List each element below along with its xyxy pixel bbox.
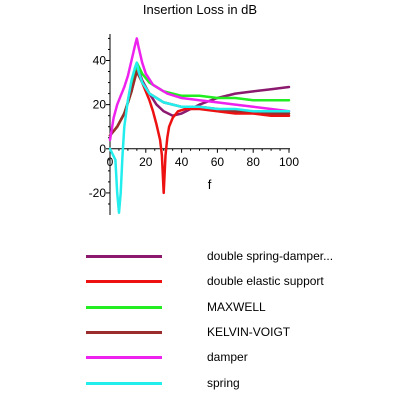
x-tick-label: 100 xyxy=(279,155,299,169)
series-line xyxy=(108,61,291,215)
y-tick-label: 0 xyxy=(99,142,106,156)
y-tick-label: 40 xyxy=(93,53,107,67)
x-tick-label: 40 xyxy=(175,155,189,169)
series-line xyxy=(108,65,291,195)
series-line xyxy=(108,37,291,142)
x-tick-label: 20 xyxy=(139,155,153,169)
x-tick-label: 0 xyxy=(107,155,114,169)
x-axis-label: f xyxy=(208,177,212,192)
y-tick-label: -20 xyxy=(89,186,107,200)
x-tick-label: 60 xyxy=(211,155,225,169)
x-tick-label: 80 xyxy=(247,155,261,169)
y-tick-label: 20 xyxy=(93,98,107,112)
chart-title: Insertion Loss in dB xyxy=(142,2,258,17)
